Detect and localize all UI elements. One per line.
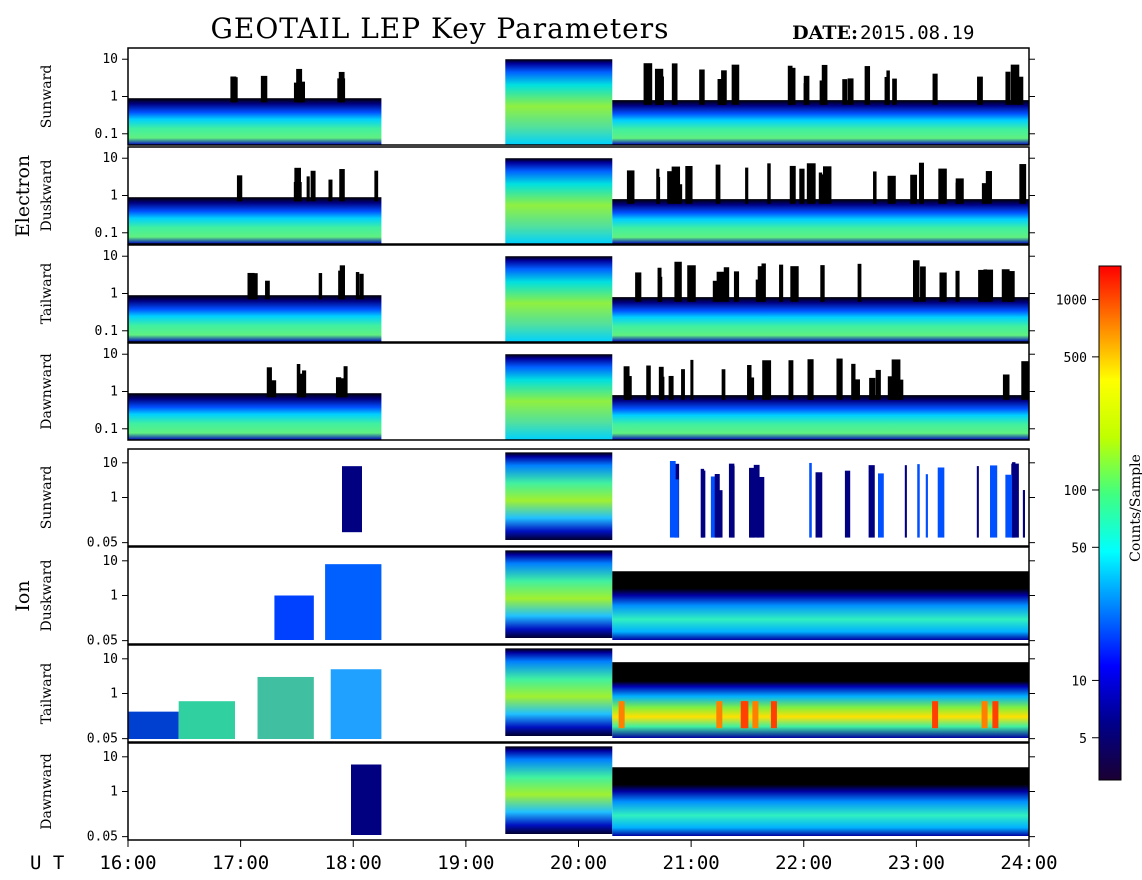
xtick-label: 16:00 <box>99 852 156 874</box>
ytick-label: 0.05 <box>87 634 118 649</box>
spectrum-band-active <box>505 354 613 440</box>
xtick-label: 18:00 <box>325 852 382 874</box>
ytick-label: 0.1 <box>95 127 118 142</box>
panel-ion-tailward: 10 1 0.05 Tailward <box>39 644 1035 747</box>
xtick-label: 19:00 <box>437 852 494 874</box>
xtick-label: 23:00 <box>888 852 945 874</box>
spectrum-band-post <box>612 767 1029 836</box>
spectrum-band-active <box>505 59 613 145</box>
panel-label: Dawnward <box>39 753 55 830</box>
panel-label: Sunward <box>39 466 55 530</box>
spectrum-band-active <box>505 256 613 342</box>
spectrum-band-post <box>612 395 1029 440</box>
spectrum-band-active <box>505 550 613 638</box>
spectrum-band-post <box>612 297 1029 342</box>
spectrum-band-post <box>612 662 1029 738</box>
x-axis: 16:00 17:00 18:00 19:00 20:00 21:00 22:00 23:00… <box>99 840 1058 874</box>
colorbar-label: Counts/Sample <box>1128 454 1142 562</box>
ytick-label: 10 <box>102 652 118 667</box>
panel-ion-duskward: 10 1 0.05 Duskward <box>39 546 1035 649</box>
chart-title: GEOTAIL LEP Key Parameters <box>211 12 670 45</box>
ytick-label: 10 <box>102 347 118 362</box>
panel-electron-tailward: 10 1 0.1 Tailward <box>39 244 1035 343</box>
colorbar-tick-label: 5 <box>1079 732 1087 747</box>
ytick-label: 1 <box>110 491 118 506</box>
ytick-label: 0.05 <box>87 830 118 845</box>
colorbar-tick-label: 50 <box>1071 541 1087 556</box>
ut-label: U T <box>30 852 64 874</box>
spectrum-band-active <box>505 648 613 736</box>
ytick-label: 0.1 <box>95 324 118 339</box>
spectrum-band-active <box>505 158 613 244</box>
xtick-label: 17:00 <box>212 852 269 874</box>
panels: 10 1 0.1 Sunward 10 1 0.1 Duskward 10 1 0.1 Tailwar… <box>39 47 1035 845</box>
colorbar-gradient <box>1098 265 1122 781</box>
ytick-label: 0.05 <box>87 536 118 551</box>
panel-label: Dawnward <box>39 353 55 430</box>
ytick-label: 1 <box>110 287 118 302</box>
xtick-label: 21:00 <box>663 852 720 874</box>
ytick-label: 10 <box>102 151 118 166</box>
spectrum-band-pre-gap <box>128 98 382 145</box>
ytick-label: 10 <box>102 750 118 765</box>
ytick-label: 1 <box>110 687 118 702</box>
colorbar-tick-label: 100 <box>1064 484 1087 499</box>
ytick-label: 10 <box>102 456 118 471</box>
spectrum-band-pre-gap <box>128 393 382 440</box>
panel-ion-dawnward: 10 1 0.05 Dawnward <box>39 742 1035 845</box>
group-label-electron: Electron <box>12 155 34 237</box>
panel-label: Duskward <box>39 160 55 232</box>
ytick-label: 1 <box>110 785 118 800</box>
ytick-label: 1 <box>110 589 118 604</box>
group-label-ion: Ion <box>12 580 34 611</box>
panel-electron-dawnward: 10 1 0.1 Dawnward <box>39 342 1035 441</box>
panel-electron-sunward: 10 1 0.1 Sunward <box>39 47 1035 146</box>
spectrum-band-post <box>612 199 1029 244</box>
spectrum-band-post <box>612 571 1029 640</box>
ytick-label: 0.1 <box>95 422 118 437</box>
xtick-label: 24:00 <box>1000 852 1057 874</box>
ytick-label: 1 <box>110 385 118 400</box>
ytick-label: 0.05 <box>87 732 118 747</box>
spectrum-band-active <box>505 746 613 834</box>
panel-label: Tailward <box>39 663 55 725</box>
colorbar-tick-label: 500 <box>1064 351 1087 366</box>
ytick-label: 10 <box>102 554 118 569</box>
panel-ion-sunward: 10 1 0.05 Sunward <box>39 448 1035 551</box>
ytick-label: 1 <box>110 189 118 204</box>
xtick-label: 20:00 <box>550 852 607 874</box>
spectrum-band-post <box>612 100 1029 145</box>
ytick-label: 0.1 <box>95 226 118 241</box>
spectrum-band-pre-gap <box>128 197 382 244</box>
colorbar-tick-label: 10 <box>1071 674 1087 689</box>
panel-label: Duskward <box>39 560 55 632</box>
ytick-label: 10 <box>102 249 118 264</box>
date-label: DATE: <box>792 22 858 44</box>
spectrum-band-pre-gap <box>128 295 382 342</box>
panel-electron-duskward: 10 1 0.1 Duskward <box>39 146 1035 245</box>
ytick-label: 10 <box>102 52 118 67</box>
spectrum-band-active <box>505 452 613 540</box>
colorbar: Counts/Sample 5 10 50 100 500 1000 <box>1056 265 1142 781</box>
panel-label: Tailward <box>39 263 55 325</box>
date-value: 2015.08.19 <box>860 22 974 44</box>
ytick-label: 1 <box>110 90 118 105</box>
xtick-label: 22:00 <box>775 852 832 874</box>
colorbar-tick-label: 1000 <box>1056 294 1087 309</box>
panel-label: Sunward <box>39 65 55 129</box>
